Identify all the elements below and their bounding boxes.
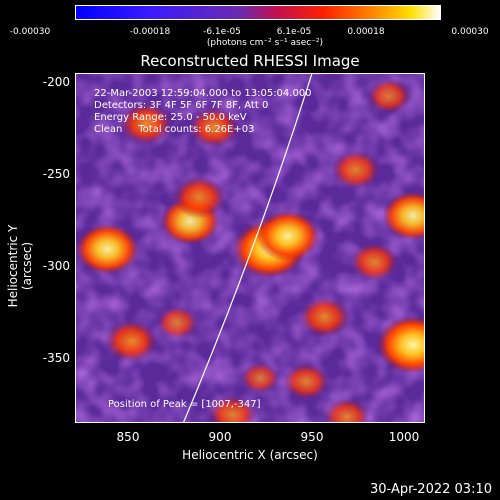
- colorbar: [75, 5, 441, 20]
- info-line-energy: Energy Range: 25.0 - 50.0 keV: [94, 112, 247, 123]
- y-tick-label: -300: [42, 259, 70, 273]
- chart-title: Reconstructed RHESSI Image: [140, 52, 360, 70]
- colorbar-tick-label: 0.00030: [451, 27, 489, 37]
- y-tick-label: -350: [42, 351, 70, 365]
- emission-blob: [367, 78, 411, 114]
- emission-blob: [256, 210, 320, 262]
- heatmap-image: [76, 74, 424, 422]
- emission-blob: [208, 395, 257, 422]
- solar-limb-line: [183, 74, 313, 422]
- x-axis-label: Heliocentric X (arcsec): [182, 448, 318, 462]
- emission-blob: [283, 363, 330, 400]
- image-plot-area: 22-Mar-2003 12:59:04.000 to 13:05:04.000…: [75, 73, 425, 423]
- colorbar-tick-label: 6.1e-05: [276, 27, 312, 37]
- emission-blob: [382, 191, 424, 241]
- emission-blob: [377, 315, 424, 374]
- emission-blob: [350, 242, 399, 281]
- y-axis-label: Heliocentric Y (arcsec): [6, 224, 34, 308]
- emission-blob: [189, 107, 240, 148]
- timestamp: 30-Apr-2022 03:10: [370, 482, 492, 497]
- emission-blob: [76, 223, 139, 275]
- colorbar-tick-label: -0.00018: [129, 27, 171, 37]
- x-tick-label: 850: [116, 430, 140, 444]
- emission-blob: [156, 306, 198, 340]
- emission-blob: [332, 150, 380, 189]
- y-tick-label: -250: [42, 167, 70, 181]
- x-tick-label: 1000: [388, 430, 420, 444]
- emission-blob: [173, 176, 226, 219]
- info-line-detectors: Detectors: 3F 4F 5F 6F 7F 8F, Att 0: [94, 100, 269, 111]
- colorbar-tick-label: -6.1e-05: [203, 27, 241, 37]
- emission-blob: [105, 320, 158, 363]
- x-tick-label: 900: [208, 430, 232, 444]
- colorbar-unit-label: (photons cm⁻² s⁻¹ asec⁻²): [206, 38, 324, 48]
- emission-blob: [323, 398, 370, 422]
- emission-blob: [299, 297, 350, 338]
- y-tick-label: -200: [42, 75, 70, 89]
- peak-position-label: Position of Peak = [1007,-347]: [108, 399, 261, 410]
- colorbar-tick-label: 0.00018: [347, 27, 385, 37]
- emission-blob: [119, 102, 173, 145]
- colorbar-tick-label: -0.00030: [9, 27, 51, 37]
- info-line-counts: Clean Total counts: 6.26E+03: [94, 124, 255, 135]
- emission-blob: [240, 362, 280, 394]
- x-tick-label: 950: [300, 430, 324, 444]
- info-line-time: 22-Mar-2003 12:59:04.000 to 13:05:04.000: [94, 88, 312, 99]
